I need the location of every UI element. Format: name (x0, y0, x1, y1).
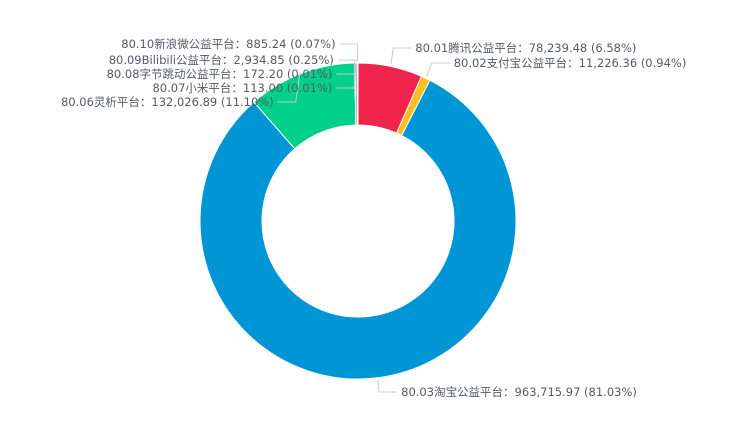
leader-line (336, 61, 356, 75)
slice-label: 80.03淘宝公益平台：963,715.97 (81.03%) (401, 385, 637, 399)
leader-line (337, 59, 357, 62)
slice-label: 80.08字节跳动公益平台：172.20 (0.01%) (107, 67, 333, 81)
slice-label: 80.06灵析平台：132,026.89 (11.10%) (61, 95, 274, 109)
leader-line (377, 379, 398, 393)
leader-lines-group (277, 43, 450, 393)
slice-label: 80.07小米平台：113.00 (0.01%) (152, 81, 332, 95)
leader-line (390, 47, 412, 65)
slice-80-10[interactable] (356, 62, 359, 126)
slice-label: 80.01腾讯公益平台：78,239.48 (6.58%) (415, 41, 636, 55)
slice-label: 80.10新浪微公益平台：885.24 (0.07%) (121, 37, 335, 51)
leader-line (426, 62, 450, 77)
slices-group (199, 62, 517, 380)
slice-label: 80.02支付宝公益平台：11,226.36 (0.94%) (454, 56, 687, 70)
slice-label: 80.09Bilibili公益平台：2,934.85 (0.25%) (109, 53, 334, 67)
leader-line (339, 43, 359, 62)
labels-group: 80.01腾讯公益平台：78,239.48 (6.58%)80.02支付宝公益平… (61, 37, 686, 399)
slice-80-03[interactable] (199, 79, 517, 380)
leader-line (277, 71, 301, 103)
